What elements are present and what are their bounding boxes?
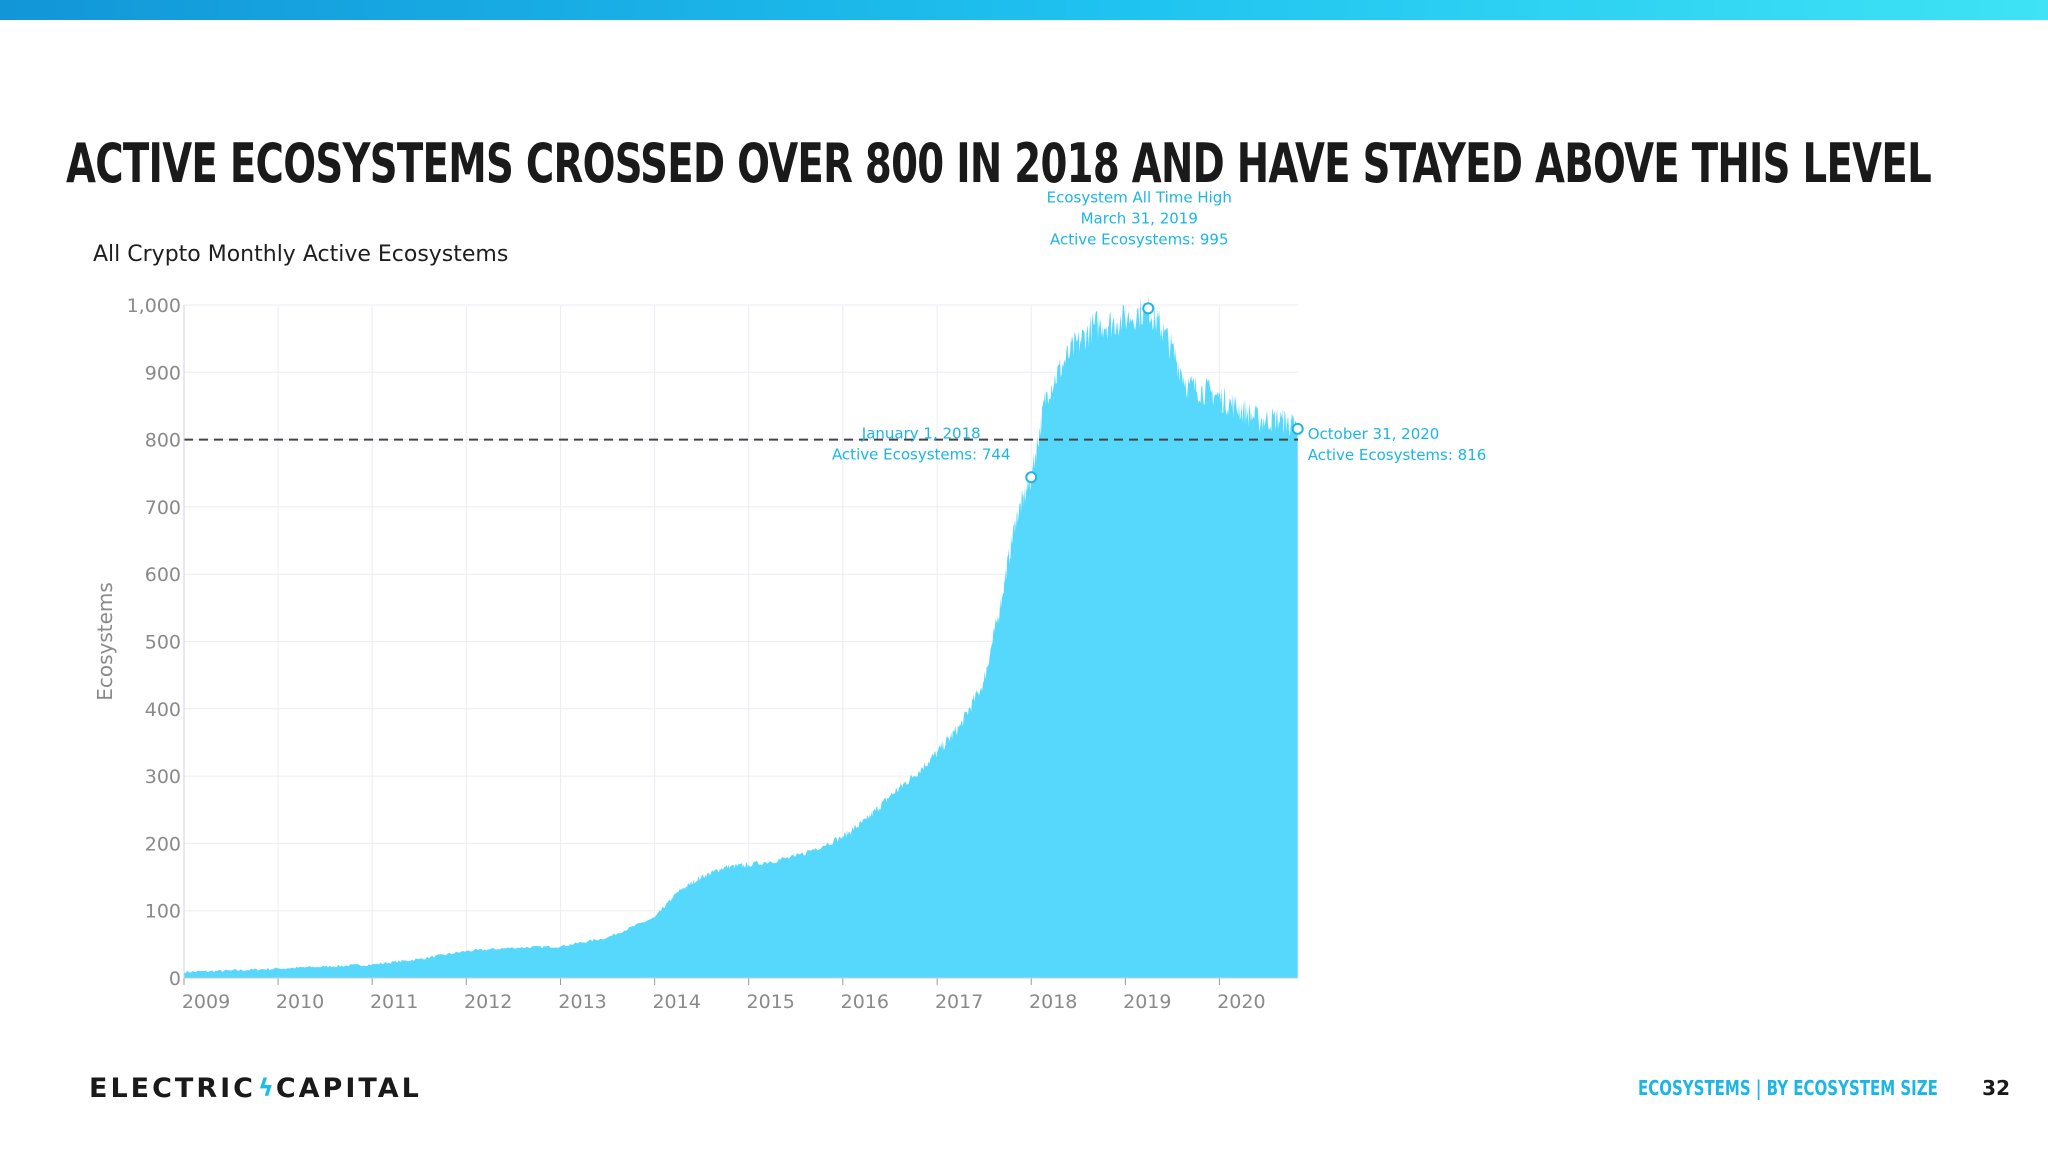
electric-capital-logo: ELECTRIC ϟ CAPITAL xyxy=(89,1070,422,1106)
x-tick-label: 2011 xyxy=(370,991,418,1013)
slide-headline: Active Ecosystems Crossed over 800 in 20… xyxy=(66,132,1932,195)
annotation-marker xyxy=(1025,471,1038,484)
page-number: 32 xyxy=(1982,1076,2010,1100)
footer-section-label: Ecosystems | By Ecosystem Size xyxy=(1638,1076,1938,1100)
x-tick-label: 2015 xyxy=(747,991,795,1013)
annotation-label: Active Ecosystems: 995 xyxy=(1050,230,1229,248)
x-tick-label: 2013 xyxy=(558,991,606,1013)
annotation-marker xyxy=(1142,302,1155,315)
x-tick-label: 2018 xyxy=(1029,991,1077,1013)
y-tick-label: 400 xyxy=(145,699,181,721)
x-tick-label: 2014 xyxy=(652,991,700,1013)
y-tick-label: 0 xyxy=(169,968,181,990)
annotation-label: October 31, 2020 xyxy=(1308,425,1440,443)
logo-text-right: CAPITAL xyxy=(275,1072,422,1104)
y-tick-label: 700 xyxy=(145,497,181,519)
x-tick-label: 2016 xyxy=(841,991,889,1013)
chart-title: All Crypto Monthly Active Ecosystems xyxy=(93,242,509,267)
x-tick-label: 2019 xyxy=(1123,991,1171,1013)
top-accent-bar xyxy=(0,0,2048,20)
annotation-label: January 1, 2018 xyxy=(861,424,981,442)
y-tick-label: 200 xyxy=(145,833,181,855)
y-tick-label: 500 xyxy=(145,632,181,654)
annotation-label: Active Ecosystems: 744 xyxy=(832,445,1011,463)
y-tick-label: 300 xyxy=(145,766,181,788)
x-tick-label: 2010 xyxy=(276,991,324,1013)
x-tick-label: 2009 xyxy=(182,991,230,1013)
active-ecosystems-area xyxy=(184,294,1298,978)
y-tick-label: 900 xyxy=(145,362,181,384)
x-tick-label: 2020 xyxy=(1217,991,1265,1013)
annotation-label: Active Ecosystems: 816 xyxy=(1308,446,1487,464)
y-tick-label: 1,000 xyxy=(127,295,181,317)
annotation-label: March 31, 2019 xyxy=(1081,209,1198,227)
x-tick-label: 2012 xyxy=(464,991,512,1013)
annotation-marker xyxy=(1291,422,1304,435)
logo-text-left: ELECTRIC xyxy=(89,1072,256,1104)
y-tick-label: 800 xyxy=(145,430,181,452)
y-tick-label: 600 xyxy=(145,564,181,586)
annotation-label: Ecosystem All Time High xyxy=(1047,188,1232,206)
y-axis-title: Ecosystems xyxy=(93,582,117,701)
x-tick-label: 2017 xyxy=(935,991,983,1013)
y-tick-label: 100 xyxy=(145,901,181,923)
lightning-bolt-icon: ϟ xyxy=(257,1074,274,1102)
